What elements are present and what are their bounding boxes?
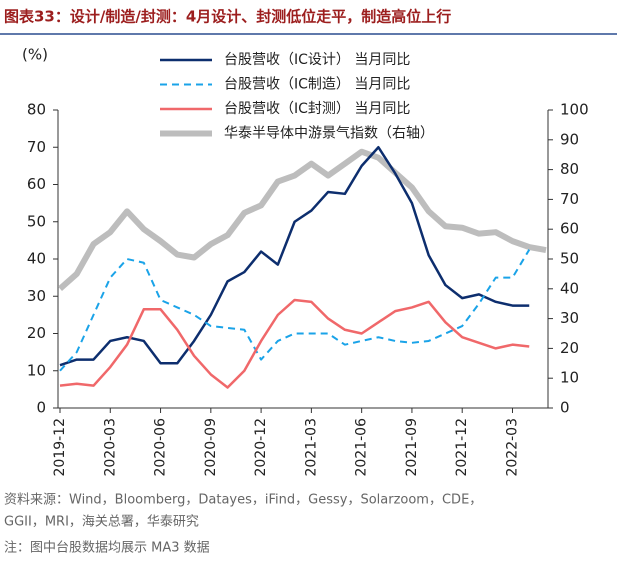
y-tick-label: 10 bbox=[27, 361, 46, 379]
x-tick-label: 2020-12 bbox=[253, 418, 269, 477]
y-tick-label: 0 bbox=[36, 399, 46, 417]
series-line bbox=[59, 298, 530, 389]
legend-label: 华泰半导体中游景气指数（右轴） bbox=[224, 126, 434, 142]
x-tick-label: 2019-12 bbox=[52, 418, 68, 477]
x-tick-label: 2020-09 bbox=[203, 418, 219, 477]
y2-tick-label: 60 bbox=[560, 220, 579, 238]
x-tick-label: 2020-03 bbox=[102, 418, 118, 477]
x-tick-label: 2020-06 bbox=[153, 418, 169, 477]
y-tick-label: 40 bbox=[27, 250, 46, 268]
x-tick-label: 2021-03 bbox=[303, 418, 319, 477]
y-tick-label: 20 bbox=[27, 324, 46, 342]
y-tick-label: 80 bbox=[27, 101, 46, 119]
legend-label: 台股营收（IC封测） 当月同比 bbox=[224, 101, 410, 117]
y-unit: (%) bbox=[22, 46, 48, 64]
x-tick-label: 2021-09 bbox=[404, 418, 420, 477]
x-tick-label: 2021-06 bbox=[354, 418, 370, 477]
series-line bbox=[58, 148, 547, 292]
y2-tick-label: 100 bbox=[560, 101, 589, 119]
y-tick-label: 50 bbox=[27, 212, 46, 230]
chart-title: 图表33：设计/制造/封测：4月设计、封测低位走平，制造高位上行 bbox=[4, 8, 451, 26]
legend-label: 台股营收（IC设计） 当月同比 bbox=[224, 52, 410, 68]
y-tick-label: 30 bbox=[27, 287, 46, 305]
y2-tick-label: 30 bbox=[560, 309, 579, 327]
y2-tick-label: 20 bbox=[560, 339, 579, 357]
y-tick-label: 70 bbox=[27, 138, 46, 156]
y2-tick-label: 90 bbox=[560, 130, 579, 148]
y2-tick-label: 80 bbox=[560, 160, 579, 178]
y2-tick-label: 40 bbox=[560, 279, 579, 297]
legend-label: 台股营收（IC制造） 当月同比 bbox=[224, 77, 410, 93]
note: 注：图中台股数据均展示 MA3 数据 bbox=[4, 541, 210, 556]
y2-tick-label: 10 bbox=[560, 369, 579, 387]
y2-tick-label: 70 bbox=[560, 190, 579, 208]
series-line bbox=[59, 146, 530, 367]
y2-tick-label: 50 bbox=[560, 250, 579, 268]
series-line bbox=[59, 249, 531, 372]
y2-tick-label: 0 bbox=[560, 399, 570, 417]
x-tick-label: 2022-03 bbox=[504, 418, 520, 477]
x-tick-label: 2021-12 bbox=[454, 418, 470, 477]
y-tick-label: 60 bbox=[27, 175, 46, 193]
source: 资料来源：Wind，Bloomberg，Datayes，iFind，Gessy，… bbox=[4, 493, 482, 508]
source: GGII，MRI，海关总署，华泰研究 bbox=[4, 515, 199, 530]
